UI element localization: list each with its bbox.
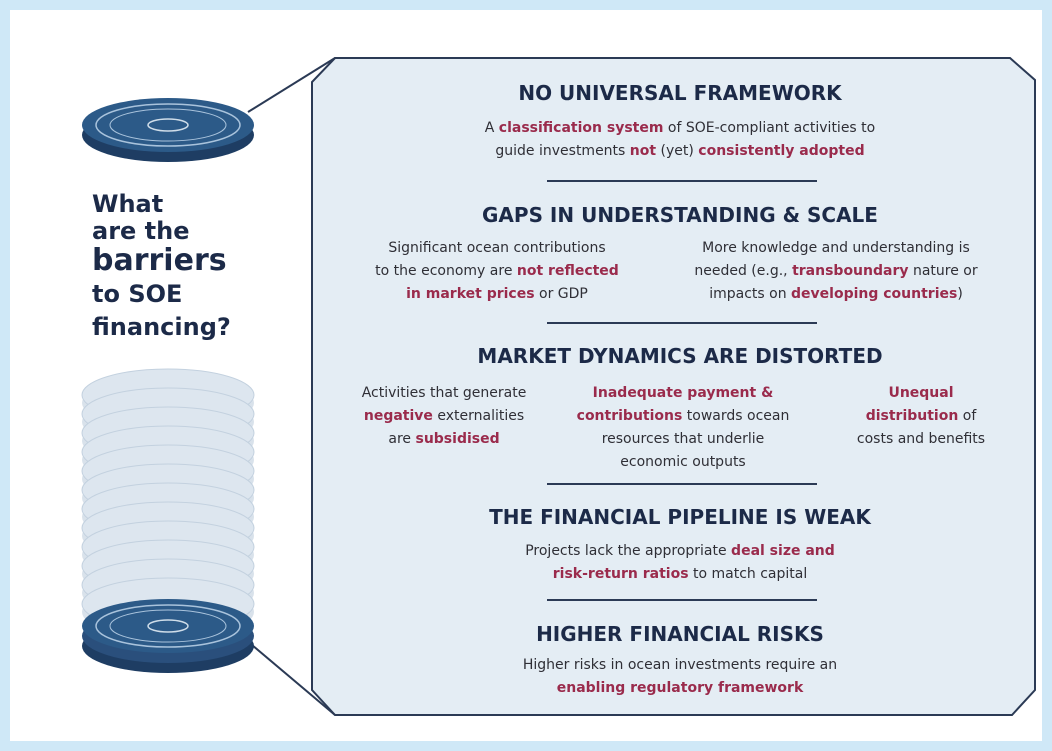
coin-stack bbox=[81, 368, 255, 638]
body-text: of bbox=[958, 408, 977, 424]
body-text: economic outputs bbox=[620, 454, 745, 470]
body-line: More knowledge and understanding is bbox=[702, 240, 970, 256]
body-line: Projects lack the appropriate deal size … bbox=[525, 543, 835, 559]
body-line: guide investments not (yet) consistently… bbox=[495, 143, 864, 159]
body-text: to the economy are bbox=[375, 263, 517, 279]
body-text: or GDP bbox=[535, 286, 588, 302]
body-text: Significant ocean contributions bbox=[388, 240, 605, 256]
body-line: needed (e.g., transboundary nature or bbox=[694, 263, 977, 279]
body-line: Unequal bbox=[888, 385, 953, 401]
connector bbox=[247, 57, 336, 113]
highlight-text: not bbox=[630, 143, 657, 159]
highlight-text: consistently adopted bbox=[698, 143, 864, 159]
body-text: Activities that generate bbox=[362, 385, 527, 401]
body-line: impacts on developing countries) bbox=[709, 286, 963, 302]
body-line: economic outputs bbox=[620, 454, 745, 470]
highlight-text: deal size and bbox=[731, 543, 835, 559]
highlight-text: transboundary bbox=[792, 263, 908, 279]
highlight-text: not reflected bbox=[517, 263, 619, 279]
highlight-text: in market prices bbox=[406, 286, 534, 302]
highlight-text: risk-return ratios bbox=[553, 566, 689, 582]
body-text: needed (e.g., bbox=[694, 263, 792, 279]
section-title: MARKET DYNAMICS ARE DISTORTED bbox=[477, 344, 882, 368]
body-line: are subsidised bbox=[388, 431, 499, 447]
highlight-text: subsidised bbox=[415, 431, 499, 447]
body-line: Higher risks in ocean investments requir… bbox=[523, 657, 837, 673]
question-line: are the bbox=[92, 217, 190, 245]
body-text: to match capital bbox=[689, 566, 808, 582]
body-line: in market prices or GDP bbox=[406, 286, 588, 302]
body-line: contributions towards ocean bbox=[577, 408, 790, 424]
body-text: externalities bbox=[433, 408, 524, 424]
section-title: GAPS IN UNDERSTANDING & SCALE bbox=[482, 203, 878, 227]
panel bbox=[311, 57, 1036, 716]
body-text: Projects lack the appropriate bbox=[525, 543, 731, 559]
highlight-text: enabling regulatory framework bbox=[557, 680, 804, 696]
body-text: towards ocean bbox=[682, 408, 789, 424]
section-title: NO UNIVERSAL FRAMEWORK bbox=[518, 81, 843, 105]
highlight-text: negative bbox=[364, 408, 433, 424]
highlight-text: Unequal bbox=[888, 385, 953, 401]
body-text: A bbox=[485, 120, 499, 136]
body-text: impacts on bbox=[709, 286, 791, 302]
body-text: are bbox=[388, 431, 415, 447]
connector bbox=[251, 644, 336, 716]
body-line: Significant ocean contributions bbox=[388, 240, 605, 256]
question-line: financing? bbox=[92, 313, 231, 341]
body-line: Inadequate payment & bbox=[593, 385, 774, 401]
body-line: negative externalities bbox=[364, 408, 524, 424]
body-text: resources that underlie bbox=[602, 431, 765, 447]
question-line: to SOE bbox=[92, 280, 182, 308]
highlight-text: contributions bbox=[577, 408, 683, 424]
body-text: Higher risks in ocean investments requir… bbox=[523, 657, 837, 673]
body-line: resources that underlie bbox=[602, 431, 765, 447]
top-coin bbox=[82, 98, 254, 162]
body-text: ) bbox=[957, 286, 962, 302]
highlight-text: classification system bbox=[499, 120, 664, 136]
body-text: costs and benefits bbox=[857, 431, 985, 447]
question-highlight: barriers bbox=[92, 243, 227, 278]
body-text: of SOE-compliant activities to bbox=[663, 120, 875, 136]
body-text: nature or bbox=[909, 263, 978, 279]
body-line: Activities that generate bbox=[362, 385, 527, 401]
body-text: guide investments bbox=[495, 143, 629, 159]
body-line: costs and benefits bbox=[857, 431, 985, 447]
question-line: What bbox=[92, 190, 163, 218]
body-line: risk-return ratios to match capital bbox=[553, 566, 807, 582]
highlight-text: distribution bbox=[866, 408, 959, 424]
bottom-coin bbox=[82, 599, 254, 673]
highlight-text: Inadequate payment & bbox=[593, 385, 774, 401]
body-line: A classification system of SOE-compliant… bbox=[485, 120, 875, 136]
body-line: enabling regulatory framework bbox=[557, 680, 804, 696]
section-title: HIGHER FINANCIAL RISKS bbox=[536, 622, 824, 646]
body-line: to the economy are not reflected bbox=[375, 263, 619, 279]
body-text: (yet) bbox=[656, 143, 698, 159]
highlight-text: developing countries bbox=[791, 286, 957, 302]
body-line: distribution of bbox=[866, 408, 978, 424]
section-title: THE FINANCIAL PIPELINE IS WEAK bbox=[489, 505, 872, 529]
body-text: More knowledge and understanding is bbox=[702, 240, 970, 256]
